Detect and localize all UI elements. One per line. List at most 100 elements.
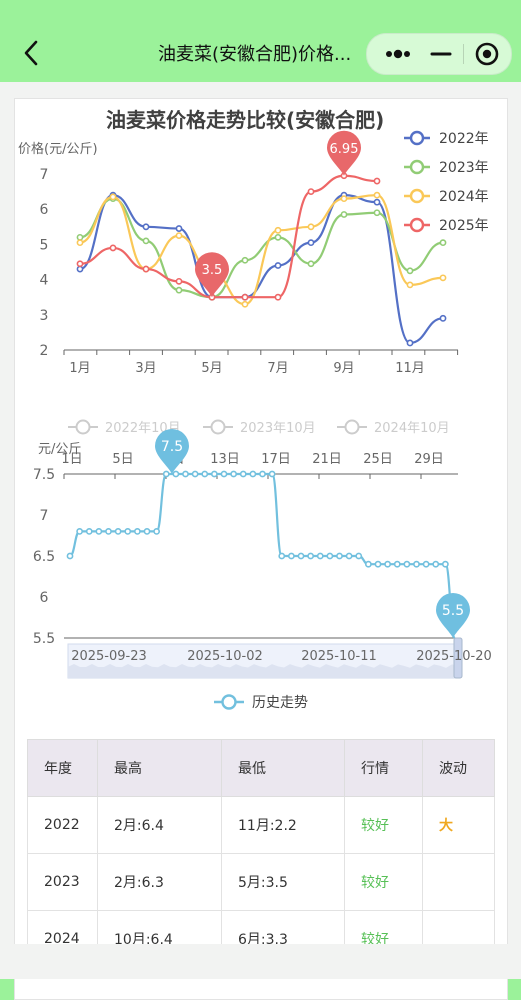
chart1-data-point[interactable] xyxy=(274,262,282,269)
chart1-data-point[interactable] xyxy=(76,239,84,247)
chart1-data-point[interactable] xyxy=(76,265,84,273)
chart1-data-point[interactable] xyxy=(76,260,84,268)
chart2-data-point[interactable] xyxy=(239,470,247,478)
chart1-data-point[interactable] xyxy=(406,281,414,289)
chart2-data-point[interactable] xyxy=(153,527,161,535)
chart2-compare-legend-item[interactable]: 2022年10月 xyxy=(68,419,181,437)
chart1-legend-item[interactable]: 2024年 xyxy=(404,188,489,205)
chart2-data-point[interactable] xyxy=(268,470,276,478)
chart1-data-point[interactable] xyxy=(274,293,282,301)
chart1-legend-label: 2023年 xyxy=(439,160,489,176)
chart1-data-point[interactable] xyxy=(175,225,183,232)
chart1-data-point[interactable] xyxy=(76,233,84,241)
cell-high: 2月:6.3 xyxy=(97,853,222,911)
chart2-data-point[interactable] xyxy=(345,552,353,560)
chart2-compare-legend-item[interactable]: 2023年10月 xyxy=(203,419,316,437)
chart2-data-point[interactable] xyxy=(316,552,324,560)
chart1-data-point[interactable] xyxy=(373,209,381,217)
chart2-data-point[interactable] xyxy=(287,552,295,560)
chart1-data-point[interactable] xyxy=(439,239,447,247)
chart1-legend-item[interactable]: 2022年 xyxy=(404,130,489,147)
chart2-bottom-x-tick: 2025-09-23 xyxy=(71,649,147,664)
chart1-data-point[interactable] xyxy=(307,260,315,268)
chart1-data-point[interactable] xyxy=(109,193,117,201)
chart1-data-point[interactable] xyxy=(373,198,381,206)
back-arrow-icon[interactable] xyxy=(18,36,44,70)
chart2-data-point[interactable] xyxy=(230,470,238,478)
chart1-data-point[interactable] xyxy=(274,233,282,241)
chart2-data-point[interactable] xyxy=(297,552,305,560)
chart2-data-point[interactable] xyxy=(133,527,141,535)
chart1-data-point[interactable] xyxy=(439,314,447,322)
chart1-data-point[interactable] xyxy=(274,226,282,234)
chart1-x-tick: 9月 xyxy=(333,361,354,376)
chart2-top-x-tick: 25日 xyxy=(363,452,393,467)
chart2-data-point[interactable] xyxy=(220,470,228,478)
cell-market: 较好 xyxy=(344,853,423,911)
chart2-data-point[interactable] xyxy=(278,552,286,560)
chart1-data-point[interactable] xyxy=(406,339,414,347)
chart2-compare-legend-item[interactable]: 2024年10月 xyxy=(337,419,450,437)
chart1-data-point[interactable] xyxy=(439,274,447,282)
header-market: 行情 xyxy=(344,739,423,797)
chart1-data-point[interactable] xyxy=(142,223,150,231)
chart2-data-point[interactable] xyxy=(191,470,199,478)
chart2-data-point[interactable] xyxy=(143,527,151,535)
chart1-legend-item[interactable]: 2025年 xyxy=(404,217,489,234)
chart2-data-point[interactable] xyxy=(95,527,103,535)
chart1-series-line xyxy=(79,194,444,345)
chart2-data-point[interactable] xyxy=(259,470,266,478)
close-miniprogram-icon[interactable] xyxy=(467,40,507,68)
chart2-data-point[interactable] xyxy=(384,560,392,568)
chart2-data-point[interactable] xyxy=(210,470,218,478)
cell-year: 2022 xyxy=(27,796,98,854)
chart1-data-point[interactable] xyxy=(307,188,315,195)
chart1-data-point[interactable] xyxy=(175,232,183,239)
chart2-legend-item[interactable]: 历史走势 xyxy=(214,694,308,711)
chart1-data-point[interactable] xyxy=(307,239,315,247)
chart2-data-point[interactable] xyxy=(249,470,257,478)
chart2-data-point[interactable] xyxy=(355,552,363,560)
chart2-y-tick: 7 xyxy=(40,508,49,524)
chart1-data-point[interactable] xyxy=(373,191,381,199)
chart2-data-point[interactable] xyxy=(393,560,401,568)
chart2-data-point[interactable] xyxy=(182,470,189,478)
chart1-data-point[interactable] xyxy=(307,223,315,231)
more-options-icon[interactable] xyxy=(377,40,417,68)
chart2-data-point[interactable] xyxy=(326,552,334,560)
chart1-data-point[interactable] xyxy=(109,244,117,252)
chart2-data-point[interactable] xyxy=(85,527,93,535)
chart2-data-point[interactable] xyxy=(403,560,411,568)
chart2-data-point[interactable] xyxy=(374,560,382,568)
chart1-data-point[interactable] xyxy=(175,277,183,285)
chart1-data-point[interactable] xyxy=(340,195,348,203)
capsule-divider xyxy=(463,44,464,64)
chart2-data-point[interactable] xyxy=(105,527,112,535)
chart1-data-point[interactable] xyxy=(142,237,150,245)
datazoom-handle[interactable] xyxy=(453,637,463,679)
chart1-data-point[interactable] xyxy=(340,211,348,218)
chart1-data-point[interactable] xyxy=(142,265,150,273)
chart2-data-point[interactable] xyxy=(307,552,315,560)
chart2-data-point[interactable] xyxy=(114,527,122,535)
chart2-data-point[interactable] xyxy=(413,560,420,568)
minimize-icon[interactable] xyxy=(423,40,459,68)
chart1-data-point[interactable] xyxy=(406,267,414,275)
chart2-data-point[interactable] xyxy=(201,470,209,478)
chart2-data-point[interactable] xyxy=(76,527,84,535)
chart1-data-point[interactable] xyxy=(241,256,249,264)
chart2-data-point[interactable] xyxy=(172,470,180,478)
chart2-data-point[interactable] xyxy=(162,470,170,478)
chart2-data-point[interactable] xyxy=(422,560,430,568)
chart2-data-point[interactable] xyxy=(432,560,440,568)
chart1-data-point[interactable] xyxy=(373,177,381,185)
chart2-data-point[interactable] xyxy=(441,560,449,568)
chart2-data-point[interactable] xyxy=(364,560,372,568)
chart2-data-point[interactable] xyxy=(124,527,132,535)
chart1-data-point[interactable] xyxy=(175,286,183,294)
chart1-data-point[interactable] xyxy=(241,300,249,308)
chart1-data-point[interactable] xyxy=(241,293,249,301)
chart2-data-point[interactable] xyxy=(66,552,74,560)
chart2-data-point[interactable] xyxy=(336,552,343,560)
chart1-legend-item[interactable]: 2023年 xyxy=(404,159,489,176)
